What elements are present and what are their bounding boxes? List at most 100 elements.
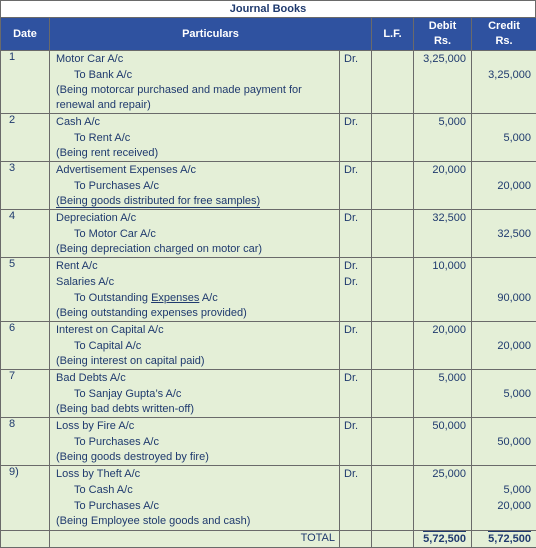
lf-cell	[372, 258, 414, 322]
dr-marker: Dr.	[344, 210, 371, 226]
total-dr-cell	[340, 531, 372, 548]
debit-amount: 25,000	[414, 466, 466, 482]
entry-date: 4	[1, 210, 50, 258]
narration: (Being rent received)	[56, 146, 339, 161]
table-row: 3 Advertisement Expenses A/c To Purchase…	[1, 162, 536, 210]
lf-cell	[372, 114, 414, 162]
entry-date: 2	[1, 114, 50, 162]
credit-amount: 50,000	[472, 434, 531, 450]
header-debit: Debit Rs.	[414, 18, 472, 51]
credit-amount: 5,000	[472, 482, 531, 498]
debit-amount: 5,000	[414, 370, 466, 386]
debit-account: Advertisement Expenses A/c	[56, 162, 339, 178]
entry-date: 3	[1, 162, 50, 210]
credit-cell: 20,000	[472, 322, 536, 370]
dr-marker: Dr.	[344, 322, 371, 338]
narration: (Being goods distributed for free sample…	[56, 194, 339, 209]
dr-marker: Dr.	[344, 274, 371, 290]
debit-cell: 25,000	[414, 466, 472, 531]
credit-cell: 5,000	[472, 370, 536, 418]
debit-account: Motor Car A/c	[56, 51, 339, 67]
table-row: 7 Bad Debts A/c To Sanjay Gupta’s A/c (B…	[1, 370, 536, 418]
debit-account: Interest on Capital A/c	[56, 322, 339, 338]
dr-marker-cell: Dr.	[340, 418, 372, 466]
header-credit: Credit Rs.	[472, 18, 536, 51]
dr-marker-cell: Dr.	[340, 114, 372, 162]
entry-particulars: Advertisement Expenses A/c To Purchases …	[50, 162, 340, 210]
credit-amount: 5,000	[472, 386, 531, 402]
table-row: 4 Depreciation A/c To Motor Car A/c (Bei…	[1, 210, 536, 258]
table-row: 1 Motor Car A/c To Bank A/c (Being motor…	[1, 51, 536, 114]
dr-marker: Dr.	[344, 466, 371, 482]
lf-cell	[372, 210, 414, 258]
lf-cell	[372, 370, 414, 418]
debit-cell: 5,000	[414, 114, 472, 162]
credit-account: To Purchases A/c	[56, 178, 339, 194]
debit-account: Loss by Fire A/c	[56, 418, 339, 434]
credit-cell: 5,000	[472, 114, 536, 162]
debit-amount: 32,500	[414, 210, 466, 226]
dr-marker: Dr.	[344, 162, 371, 178]
narration: (Being Employee stole goods and cash)	[56, 514, 339, 529]
credit-cell: 32,500	[472, 210, 536, 258]
total-credit-cell: 5,72,500	[472, 531, 536, 548]
debit-account: Depreciation A/c	[56, 210, 339, 226]
debit-cell: 32,500	[414, 210, 472, 258]
dr-marker-cell: Dr.	[340, 162, 372, 210]
entry-particulars: Motor Car A/c To Bank A/c (Being motorca…	[50, 51, 340, 114]
debit-amount: 20,000	[414, 162, 466, 178]
debit-amount: 50,000	[414, 418, 466, 434]
credit-amount: 20,000	[472, 338, 531, 354]
narration: (Being motorcar purchased and made payme…	[56, 83, 339, 113]
total-date-cell	[1, 531, 50, 548]
dr-marker: Dr.	[344, 114, 371, 130]
total-credit: 5,72,500	[488, 531, 531, 547]
entry-particulars: Loss by Theft A/c To Cash A/c To Purchas…	[50, 466, 340, 531]
table-row: 9) Loss by Theft A/c To Cash A/c To Purc…	[1, 466, 536, 531]
header-particulars: Particulars	[50, 18, 372, 51]
entry-date: 1	[1, 51, 50, 114]
debit-cell: 10,000	[414, 258, 472, 322]
debit-cell: 3,25,000	[414, 51, 472, 114]
credit-amount: 5,000	[472, 130, 531, 146]
header-credit-unit: Rs.	[472, 34, 536, 49]
entry-particulars: Rent A/c Salaries A/c To Outstanding Exp…	[50, 258, 340, 322]
credit-account: To Purchases A/c	[56, 434, 339, 450]
dr-marker-cell: Dr. Dr.	[340, 258, 372, 322]
debit-cell: 20,000	[414, 162, 472, 210]
debit-account: Salaries A/c	[56, 274, 339, 290]
total-row: TOTAL 5,72,500 5,72,500	[1, 531, 536, 548]
entry-particulars: Interest on Capital A/c To Capital A/c (…	[50, 322, 340, 370]
journal-title: Journal Books	[0, 0, 536, 18]
header-lf: L.F.	[372, 18, 414, 51]
table-row: 2 Cash A/c To Rent A/c (Being rent recei…	[1, 114, 536, 162]
credit-amount: 32,500	[472, 226, 531, 242]
dr-marker-cell: Dr.	[340, 51, 372, 114]
credit-account: To Capital A/c	[56, 338, 339, 354]
dr-marker-cell: Dr.	[340, 322, 372, 370]
dr-marker-cell: Dr.	[340, 466, 372, 531]
credit-cell: 3,25,000	[472, 51, 536, 114]
credit-account: To Motor Car A/c	[56, 226, 339, 242]
debit-cell: 50,000	[414, 418, 472, 466]
entry-date: 5	[1, 258, 50, 322]
debit-amount: 20,000	[414, 322, 466, 338]
entry-particulars: Loss by Fire A/c To Purchases A/c (Being…	[50, 418, 340, 466]
table-row: 8 Loss by Fire A/c To Purchases A/c (Bei…	[1, 418, 536, 466]
narration: (Being interest on capital paid)	[56, 354, 339, 369]
total-lf-cell	[372, 531, 414, 548]
credit-account: To Bank A/c	[56, 67, 339, 83]
entry-date: 8	[1, 418, 50, 466]
debit-amount: 10,000	[414, 258, 466, 274]
lf-cell	[372, 162, 414, 210]
entry-date: 7	[1, 370, 50, 418]
narration: (Being bad debts written-off)	[56, 402, 339, 417]
debit-account: Loss by Theft A/c	[56, 466, 339, 482]
journal-table: Date Particulars L.F. Debit Rs. Credit R…	[0, 17, 536, 548]
credit-cell: 5,000 20,000	[472, 466, 536, 531]
narration: (Being outstanding expenses provided)	[56, 306, 339, 321]
lf-cell	[372, 418, 414, 466]
credit-account: To Outstanding Expenses A/c	[56, 290, 339, 306]
credit-amount: 90,000	[472, 290, 531, 306]
